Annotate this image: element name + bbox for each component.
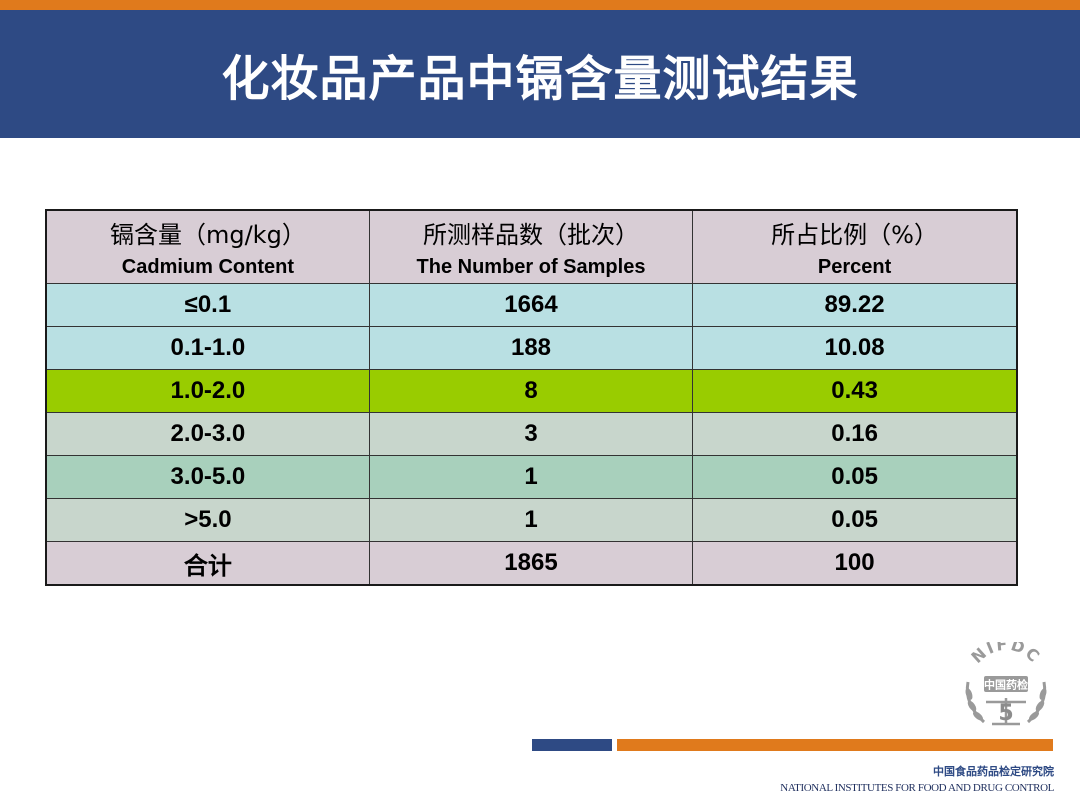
table-row: 3.0-5.0 1 0.05 <box>45 455 1018 499</box>
header-en: The Number of Samples <box>416 256 646 278</box>
cell-range: 2.0-3.0 <box>45 412 370 456</box>
cell-samples: 1 <box>368 455 694 499</box>
cell-total-samples: 1865 <box>368 541 694 586</box>
nifdc-logo: NIFDC 中国药检 5 <box>965 642 1047 726</box>
logo-number: 5 <box>998 701 1013 726</box>
cell-range: 3.0-5.0 <box>45 455 370 499</box>
footer-institution-en: NATIONAL INSTITUTES FOR FOOD AND DRUG CO… <box>780 782 1054 794</box>
table-row: >5.0 1 0.05 <box>45 498 1018 542</box>
header-percent: 所占比例（%） Percent <box>692 209 1018 284</box>
cell-percent: 0.16 <box>692 412 1018 456</box>
header-cadmium-content: 镉含量（mg/kg） Cadmium Content <box>45 209 370 284</box>
slide-title: 化妆品产品中镉含量测试结果 <box>221 51 859 107</box>
cell-samples: 3 <box>368 412 694 456</box>
cell-samples: 1 <box>368 498 694 542</box>
header-number-of-samples: 所测样品数（批次） The Number of Samples <box>368 209 694 284</box>
cell-total-label: 合计 <box>45 541 370 586</box>
cell-samples: 8 <box>368 369 694 413</box>
cell-range: ≤0.1 <box>45 283 370 327</box>
cell-range: 1.0-2.0 <box>45 369 370 413</box>
cell-range: >5.0 <box>45 498 370 542</box>
cell-percent: 10.08 <box>692 326 1018 370</box>
header-cn: 所占比例（%） <box>771 221 938 249</box>
header-en: Percent <box>817 256 892 278</box>
title-bar: 化妆品产品中镉含量测试结果 <box>0 10 1080 138</box>
cell-percent: 0.43 <box>692 369 1018 413</box>
header-en: Cadmium Content <box>121 256 295 278</box>
cell-range: 0.1-1.0 <box>45 326 370 370</box>
cell-samples: 1664 <box>368 283 694 327</box>
top-accent-line <box>0 0 1080 10</box>
footer-institution-cn: 中国食品药品检定研究院 <box>933 765 1054 778</box>
table-total-row: 合计 1865 100 <box>45 541 1018 586</box>
cell-total-percent: 100 <box>692 541 1018 586</box>
footer-blue-bar <box>532 739 612 751</box>
footer-orange-bar <box>617 739 1053 751</box>
cell-percent: 0.05 <box>692 455 1018 499</box>
header-cn: 所测样品数（批次） <box>422 221 639 249</box>
cell-samples: 188 <box>368 326 694 370</box>
table-row: 2.0-3.0 3 0.16 <box>45 412 1018 456</box>
cell-percent: 0.05 <box>692 498 1018 542</box>
svg-text:NIFDC: NIFDC <box>967 642 1044 667</box>
table-row: 0.1-1.0 188 10.08 <box>45 326 1018 370</box>
logo-cn-name: 中国药检 <box>984 678 1028 692</box>
table-row: ≤0.1 1664 89.22 <box>45 283 1018 327</box>
cell-percent: 89.22 <box>692 283 1018 327</box>
header-cn: 镉含量（mg/kg） <box>109 221 306 249</box>
cadmium-results-table: 镉含量（mg/kg） Cadmium Content 所测样品数（批次） The… <box>45 209 1018 586</box>
table-header-row: 镉含量（mg/kg） Cadmium Content 所测样品数（批次） The… <box>45 209 1018 284</box>
logo-acronym: NIFDC <box>967 642 1042 667</box>
table-row: 1.0-2.0 8 0.43 <box>45 369 1018 413</box>
